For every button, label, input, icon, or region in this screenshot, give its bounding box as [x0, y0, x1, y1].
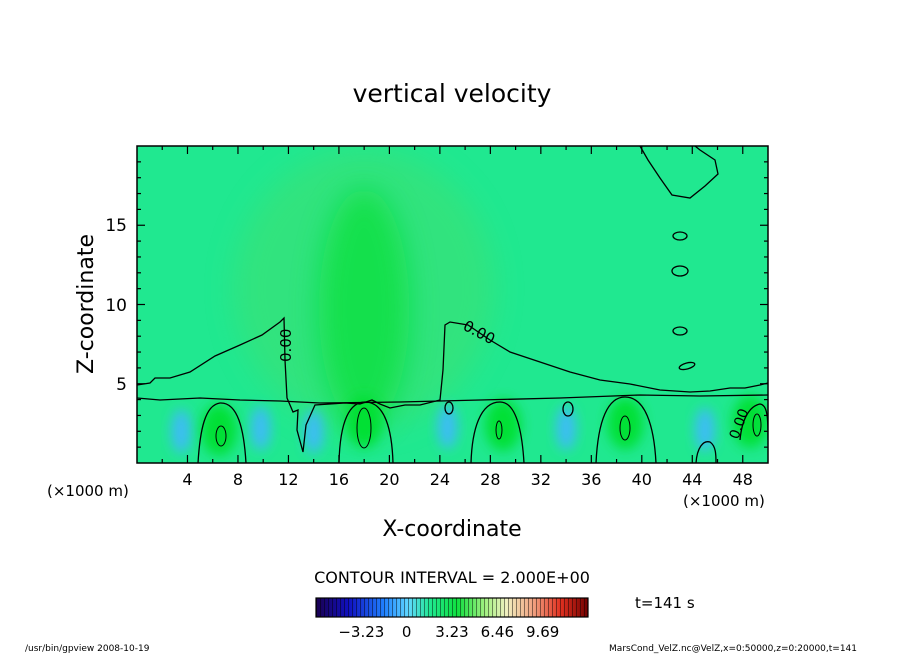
- x-axis-label: X-coordinate: [382, 517, 521, 542]
- contour-oval-2: [671, 265, 689, 277]
- colorbar-tick-label: −3.23: [338, 623, 384, 641]
- colorbar-tick-label: 3.23: [435, 623, 468, 641]
- colorbar-tick-label: 6.46: [481, 623, 514, 641]
- x-tick-label: 28: [480, 470, 500, 489]
- updraft-inner-2: [356, 407, 372, 449]
- contour-oval-1: [672, 231, 688, 241]
- contour-layer: [137, 146, 768, 463]
- updraft-cell: [346, 395, 383, 448]
- colorbar: −3.23 0 3.23 6.46 9.69: [315, 597, 589, 641]
- x-unit-left: (×1000 m): [47, 482, 129, 500]
- x-tick-labels: 4 8 12 16 20 24 28 32 36 40 44 48: [182, 470, 753, 489]
- updraft-inner-4: [619, 415, 631, 441]
- contour-oval-6: [444, 401, 454, 415]
- downdraft-cell: [437, 404, 458, 449]
- x-tick-label: 24: [430, 470, 450, 489]
- contour-label-1: 0.00: [277, 329, 295, 362]
- updraft-cell: [607, 397, 644, 450]
- downdraft-cell: [303, 409, 324, 454]
- contour-interval-text: CONTOUR INTERVAL = 2.000E+00: [314, 568, 590, 587]
- colorbar-tick-label: 9.69: [526, 623, 559, 641]
- time-label: t=141 s: [635, 594, 695, 612]
- x-tick-label: 4: [182, 470, 192, 489]
- x-tick-label: 48: [733, 470, 753, 489]
- field-layer: [171, 148, 768, 456]
- y-axis-label: Z-coordinate: [74, 234, 99, 374]
- contour-oval-3: [672, 326, 688, 336]
- y-tick-label: 15: [105, 216, 127, 236]
- colorbar-tick-label: 0: [402, 623, 412, 641]
- updraft-inner-3: [495, 420, 503, 440]
- footer-left: /usr/bin/gpview 2008-10-19: [25, 644, 150, 654]
- x-tick-label: 36: [581, 470, 601, 489]
- colorbar-tick-labels: −3.23 0 3.23 6.46 9.69: [338, 623, 559, 641]
- x-tick-label: 44: [682, 470, 702, 489]
- footer-right: MarsCond_VelZ.nc@VelZ,x=0:50000,z=0:2000…: [609, 644, 857, 654]
- x-unit-right: (×1000 m): [683, 492, 765, 510]
- downdraft-contour-1: [695, 441, 717, 463]
- x-tick-label: 16: [329, 470, 349, 489]
- colorbar-frame: [315, 597, 589, 618]
- x-tick-label: 32: [531, 470, 551, 489]
- y-tick-label: 10: [105, 296, 127, 316]
- updraft-cell: [484, 398, 521, 451]
- updraft-inner-1: [215, 425, 227, 447]
- contour-oval-5: [562, 401, 574, 417]
- colorbar-stripes: [316, 598, 588, 617]
- updraft-inner-5: [752, 413, 762, 437]
- updraft-contour-3: [470, 401, 525, 463]
- x-tick-label: 12: [278, 470, 298, 489]
- chart-title: vertical velocity: [353, 79, 552, 108]
- x-tick-label: 40: [632, 470, 652, 489]
- updraft-cell: [201, 403, 238, 456]
- y-tick-label: 5: [116, 375, 127, 395]
- plot-area: 0.00 0.00 0.00: [137, 146, 768, 463]
- updraft-contour-2: [338, 401, 394, 463]
- downdraft-cell: [556, 406, 577, 451]
- y-tick-labels: 5 10 15: [105, 216, 127, 395]
- contour-oval-4: [678, 361, 696, 371]
- x-tick-label: 20: [379, 470, 399, 489]
- plume-core: [319, 188, 410, 429]
- downdraft-cell: [250, 406, 271, 451]
- updraft-contour-1: [197, 402, 247, 463]
- axis-ticks: [137, 146, 768, 463]
- updraft-contour-4: [595, 396, 657, 463]
- x-tick-label: 8: [233, 470, 243, 489]
- downdraft-cell: [694, 407, 715, 452]
- zero-contour-top: [639, 146, 719, 199]
- downdraft-cell: [171, 409, 192, 454]
